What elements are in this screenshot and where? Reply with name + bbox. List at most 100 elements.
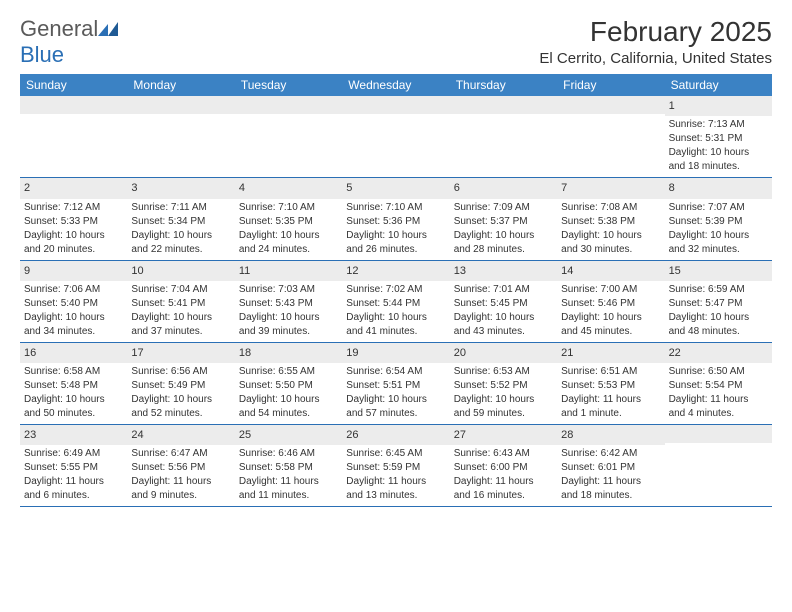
calendar-cell: 7 Sunrise: 7:08 AMSunset: 5:38 PMDaylight…: [557, 178, 664, 259]
calendar-cell: [342, 96, 449, 177]
daylight1-text: Daylight: 11 hours: [561, 475, 660, 488]
sunrise-text: Sunrise: 6:56 AM: [131, 365, 230, 378]
brand-name: General Blue: [20, 16, 120, 68]
sunrise-text: Sunrise: 7:06 AM: [24, 283, 123, 296]
day-header-cell: Wednesday: [342, 74, 449, 96]
day-header-cell: Friday: [557, 74, 664, 96]
sunrise-text: Sunrise: 6:51 AM: [561, 365, 660, 378]
day-number: 8: [665, 178, 772, 198]
brand-mark-icon: [98, 16, 120, 30]
day-number: [20, 96, 127, 114]
calendar-cell: [557, 96, 664, 177]
daylight2-text: and 30 minutes.: [561, 243, 660, 256]
day-number: 7: [557, 178, 664, 198]
sunrise-text: Sunrise: 6:43 AM: [454, 447, 553, 460]
day-number: 3: [127, 178, 234, 198]
day-number: 9: [20, 261, 127, 281]
sunset-text: Sunset: 5:31 PM: [669, 132, 768, 145]
calendar-week: 16Sunrise: 6:58 AMSunset: 5:48 PMDayligh…: [20, 343, 772, 425]
cell-content: Sunrise: 7:07 AMSunset: 5:39 PMDaylight:…: [665, 201, 772, 260]
daylight1-text: Daylight: 10 hours: [24, 393, 123, 406]
brand-name-part2: Blue: [20, 42, 64, 67]
sunrise-text: Sunrise: 6:50 AM: [669, 365, 768, 378]
calendar-week: 9Sunrise: 7:06 AMSunset: 5:40 PMDaylight…: [20, 261, 772, 343]
sunrise-text: Sunrise: 7:03 AM: [239, 283, 338, 296]
sunset-text: Sunset: 5:43 PM: [239, 297, 338, 310]
sunrise-text: Sunrise: 6:42 AM: [561, 447, 660, 460]
calendar-cell: [665, 425, 772, 506]
cell-content: Sunrise: 6:55 AMSunset: 5:50 PMDaylight:…: [235, 365, 342, 424]
daylight2-text: and 26 minutes.: [346, 243, 445, 256]
daylight1-text: Daylight: 10 hours: [669, 311, 768, 324]
sunset-text: Sunset: 5:54 PM: [669, 379, 768, 392]
day-number: 26: [342, 425, 449, 445]
calendar-cell: 25Sunrise: 6:46 AMSunset: 5:58 PMDayligh…: [235, 425, 342, 506]
sunrise-text: Sunrise: 7:01 AM: [454, 283, 553, 296]
sunset-text: Sunset: 5:59 PM: [346, 461, 445, 474]
day-number: 21: [557, 343, 664, 363]
calendar-cell: 22Sunrise: 6:50 AMSunset: 5:54 PMDayligh…: [665, 343, 772, 424]
cell-content: Sunrise: 7:08 AMSunset: 5:38 PMDaylight:…: [557, 201, 664, 260]
daylight2-text: and 11 minutes.: [239, 489, 338, 502]
day-number: [127, 96, 234, 114]
daylight1-text: Daylight: 10 hours: [239, 229, 338, 242]
daylight1-text: Daylight: 10 hours: [131, 393, 230, 406]
calendar-cell: [127, 96, 234, 177]
sunset-text: Sunset: 6:00 PM: [454, 461, 553, 474]
sunrise-text: Sunrise: 6:54 AM: [346, 365, 445, 378]
cell-content: Sunrise: 6:59 AMSunset: 5:47 PMDaylight:…: [665, 283, 772, 342]
day-number: 2: [20, 178, 127, 198]
sunset-text: Sunset: 5:45 PM: [454, 297, 553, 310]
sunrise-text: Sunrise: 7:04 AM: [131, 283, 230, 296]
sunset-text: Sunset: 5:33 PM: [24, 215, 123, 228]
sunset-text: Sunset: 5:47 PM: [669, 297, 768, 310]
daylight2-text: and 45 minutes.: [561, 325, 660, 338]
day-header-cell: Saturday: [665, 74, 772, 96]
daylight1-text: Daylight: 11 hours: [346, 475, 445, 488]
daylight1-text: Daylight: 11 hours: [239, 475, 338, 488]
day-number: 23: [20, 425, 127, 445]
daylight2-text: and 13 minutes.: [346, 489, 445, 502]
cell-content: Sunrise: 7:00 AMSunset: 5:46 PMDaylight:…: [557, 283, 664, 342]
calendar-cell: 19Sunrise: 6:54 AMSunset: 5:51 PMDayligh…: [342, 343, 449, 424]
brand-name-part1: General: [20, 16, 98, 41]
calendar-cell: 28Sunrise: 6:42 AMSunset: 6:01 PMDayligh…: [557, 425, 664, 506]
daylight2-text: and 18 minutes.: [561, 489, 660, 502]
sunrise-text: Sunrise: 7:11 AM: [131, 201, 230, 214]
day-number: [342, 96, 449, 114]
cell-content: Sunrise: 7:06 AMSunset: 5:40 PMDaylight:…: [20, 283, 127, 342]
calendar-page: General Blue February 2025 El Cerrito, C…: [0, 0, 792, 517]
day-number: [235, 96, 342, 114]
daylight2-text: and 52 minutes.: [131, 407, 230, 420]
day-header-cell: Tuesday: [235, 74, 342, 96]
sunset-text: Sunset: 5:40 PM: [24, 297, 123, 310]
sunset-text: Sunset: 5:58 PM: [239, 461, 338, 474]
sunrise-text: Sunrise: 7:13 AM: [669, 118, 768, 131]
calendar-cell: [20, 96, 127, 177]
brand-logo: General Blue: [20, 16, 120, 68]
sunrise-text: Sunrise: 7:09 AM: [454, 201, 553, 214]
cell-content: Sunrise: 6:56 AMSunset: 5:49 PMDaylight:…: [127, 365, 234, 424]
sunset-text: Sunset: 5:52 PM: [454, 379, 553, 392]
sunset-text: Sunset: 5:48 PM: [24, 379, 123, 392]
daylight1-text: Daylight: 10 hours: [346, 393, 445, 406]
daylight1-text: Daylight: 10 hours: [131, 311, 230, 324]
sunrise-text: Sunrise: 7:10 AM: [239, 201, 338, 214]
daylight1-text: Daylight: 10 hours: [454, 393, 553, 406]
cell-content: Sunrise: 6:45 AMSunset: 5:59 PMDaylight:…: [342, 447, 449, 506]
sunset-text: Sunset: 6:01 PM: [561, 461, 660, 474]
cell-content: Sunrise: 7:04 AMSunset: 5:41 PMDaylight:…: [127, 283, 234, 342]
calendar-cell: 6Sunrise: 7:09 AMSunset: 5:37 PMDaylight…: [450, 178, 557, 259]
daylight1-text: Daylight: 10 hours: [454, 229, 553, 242]
cell-content: Sunrise: 7:01 AMSunset: 5:45 PMDaylight:…: [450, 283, 557, 342]
calendar-cell: 23Sunrise: 6:49 AMSunset: 5:55 PMDayligh…: [20, 425, 127, 506]
daylight2-text: and 24 minutes.: [239, 243, 338, 256]
day-number: 19: [342, 343, 449, 363]
calendar-cell: 17Sunrise: 6:56 AMSunset: 5:49 PMDayligh…: [127, 343, 234, 424]
day-number: 27: [450, 425, 557, 445]
sunset-text: Sunset: 5:35 PM: [239, 215, 338, 228]
day-number: 17: [127, 343, 234, 363]
sunset-text: Sunset: 5:41 PM: [131, 297, 230, 310]
calendar-week: 23Sunrise: 6:49 AMSunset: 5:55 PMDayligh…: [20, 425, 772, 507]
sunrise-text: Sunrise: 7:07 AM: [669, 201, 768, 214]
